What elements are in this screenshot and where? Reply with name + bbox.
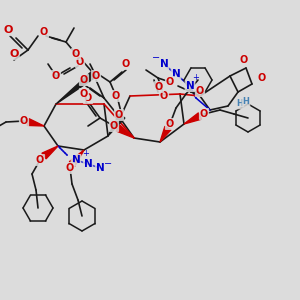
Text: O: O [20, 116, 28, 126]
Text: N: N [186, 81, 194, 91]
Text: O: O [3, 25, 13, 35]
Polygon shape [160, 126, 171, 142]
Polygon shape [27, 118, 44, 126]
Text: −: − [152, 53, 160, 63]
Text: O: O [155, 82, 163, 92]
Text: N: N [172, 69, 180, 79]
Text: +: + [193, 74, 200, 82]
Text: H: H [237, 100, 243, 109]
Text: O: O [36, 155, 44, 165]
Text: O: O [9, 49, 19, 59]
Text: O: O [166, 77, 174, 87]
Text: O: O [200, 109, 208, 119]
Polygon shape [42, 146, 58, 159]
Polygon shape [69, 150, 84, 166]
Text: O: O [240, 55, 248, 65]
Polygon shape [108, 114, 125, 136]
Text: O: O [115, 110, 123, 120]
Text: O: O [166, 119, 174, 129]
Text: +: + [82, 149, 89, 158]
Text: N: N [84, 159, 92, 169]
Text: O: O [112, 91, 120, 101]
Polygon shape [184, 113, 202, 124]
Text: O: O [40, 27, 48, 37]
Text: O: O [160, 91, 168, 101]
Text: N: N [72, 155, 80, 165]
Text: O: O [80, 89, 88, 99]
Text: O: O [72, 49, 80, 59]
Text: O: O [92, 71, 100, 81]
Text: N: N [96, 163, 104, 173]
Text: O: O [110, 121, 118, 131]
Polygon shape [116, 125, 134, 138]
Text: O: O [76, 57, 84, 67]
Text: O: O [258, 73, 266, 83]
Text: O: O [122, 59, 130, 69]
Polygon shape [56, 71, 96, 104]
Text: H: H [243, 98, 249, 106]
Text: N: N [160, 59, 168, 69]
Text: O: O [66, 163, 74, 173]
Text: O: O [80, 75, 88, 85]
Text: −: − [104, 159, 112, 169]
Text: O: O [84, 93, 92, 103]
Text: O: O [52, 71, 60, 81]
Text: O: O [196, 86, 204, 96]
